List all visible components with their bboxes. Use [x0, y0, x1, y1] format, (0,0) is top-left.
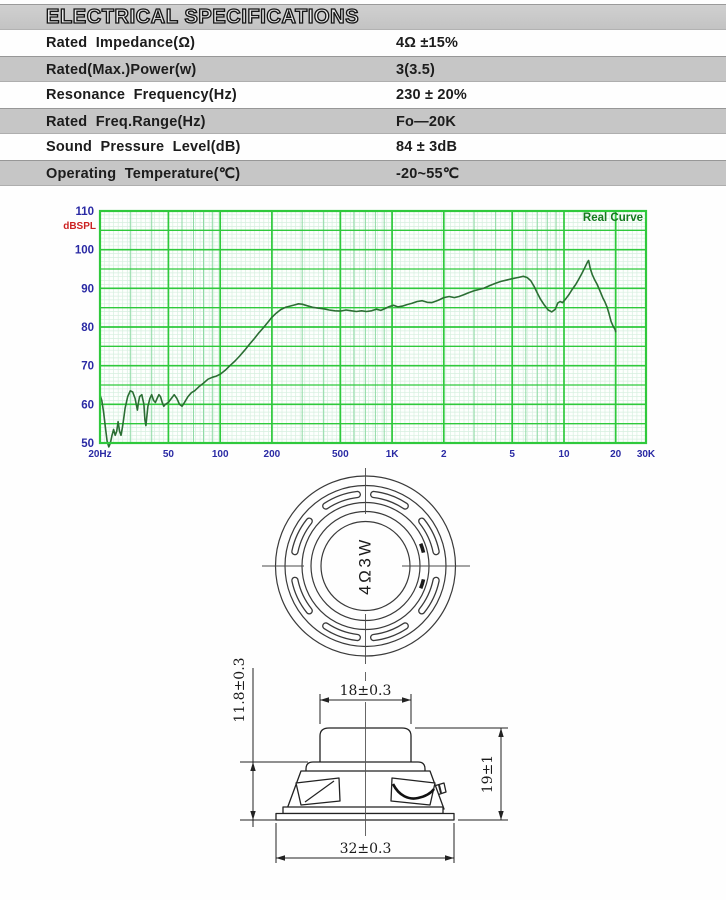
spec-value: 84 ± 3dB [396, 139, 458, 155]
vent-slots [291, 490, 440, 642]
x-tick-label: 1K [386, 449, 400, 460]
table-row: Operating Temperature(℃) -20~55℃ [0, 160, 726, 186]
section-header: ELECTRICAL SPECIFICATIONS [0, 4, 726, 30]
y-tick-label: 80 [81, 322, 94, 334]
x-tick-label: 20Hz [88, 449, 111, 460]
lead-wire [391, 783, 436, 800]
speaker-top-view-drawing: 4Ω3W [262, 468, 470, 664]
table-row: Sound Pressure Level(dB) 84 ± 3dB [0, 134, 726, 160]
speaker-rating-label: 4Ω3W [356, 537, 375, 595]
spec-value: 3(3.5) [396, 62, 436, 78]
x-tick-label: 10 [558, 449, 570, 460]
dim-left-height: 11.8±0.3 [232, 657, 248, 722]
spec-label: Resonance Frequency(Hz) [46, 87, 237, 103]
section-title: ELECTRICAL SPECIFICATIONS [45, 5, 360, 28]
spec-label: Rated Freq.Range(Hz) [46, 114, 206, 130]
y-tick-label: 70 [81, 361, 94, 373]
x-tick-label: 200 [264, 449, 281, 460]
x-tick-label: 5 [509, 449, 515, 460]
terminal-pin [438, 784, 442, 794]
window-strut [304, 780, 335, 803]
spec-value: Fo—20K [396, 114, 457, 130]
dim-top-width: 18±0.3 [340, 683, 392, 699]
x-tick-label: 500 [332, 449, 349, 460]
spec-label: Rated Impedance(Ω) [46, 35, 196, 51]
dimension-lines [240, 668, 508, 863]
y-tick-label: 90 [81, 283, 94, 295]
table-row: Rated(Max.)Power(w) 3(3.5) [0, 56, 726, 82]
spec-label: Rated(Max.)Power(w) [46, 62, 197, 78]
terminal-mark [419, 578, 426, 589]
table-row: Rated Impedance(Ω) 4Ω ±15% [0, 30, 726, 56]
y-axis-unit-label: dBSPL [63, 221, 96, 232]
chart-frame [98, 209, 648, 445]
chart-title: Real Curve [583, 212, 643, 224]
y-tick-label: 100 [75, 245, 94, 257]
x-tick-label: 100 [212, 449, 229, 460]
x-tick-label: 20 [610, 449, 622, 460]
terminal-mark [419, 543, 426, 554]
spec-label: Sound Pressure Level(dB) [46, 139, 241, 155]
dim-bottom-width: 32±0.3 [340, 841, 392, 857]
spec-label: Operating Temperature(℃) [46, 166, 241, 182]
response-curve [99, 259, 617, 448]
y-tick-label: 110 [75, 206, 94, 218]
spec-value: 230 ± 20% [396, 87, 468, 103]
x-tick-label: 50 [163, 449, 175, 460]
y-tick-label: 50 [81, 438, 94, 450]
spec-value: 4Ω ±15% [396, 35, 459, 51]
table-row: Resonance Frequency(Hz) 230 ± 20% [0, 82, 726, 108]
y-tick-label: 60 [81, 399, 94, 411]
mounting-flange [275, 812, 455, 821]
spec-value: -20~55℃ [396, 166, 460, 182]
dimension-arrows [250, 697, 504, 861]
table-row: Rated Freq.Range(Hz) Fo—20K [0, 108, 726, 134]
dim-right-height: 19±1 [480, 755, 496, 793]
center-crosshair [262, 468, 470, 664]
gasket [282, 806, 444, 815]
basket-window-right [390, 777, 436, 806]
x-tick-label: 30K [637, 449, 656, 460]
speaker-side-view-drawing: 18±0.3 11.8±0.3 19±1 32±0.3 [232, 657, 508, 863]
x-tick-label: 2 [441, 449, 447, 460]
